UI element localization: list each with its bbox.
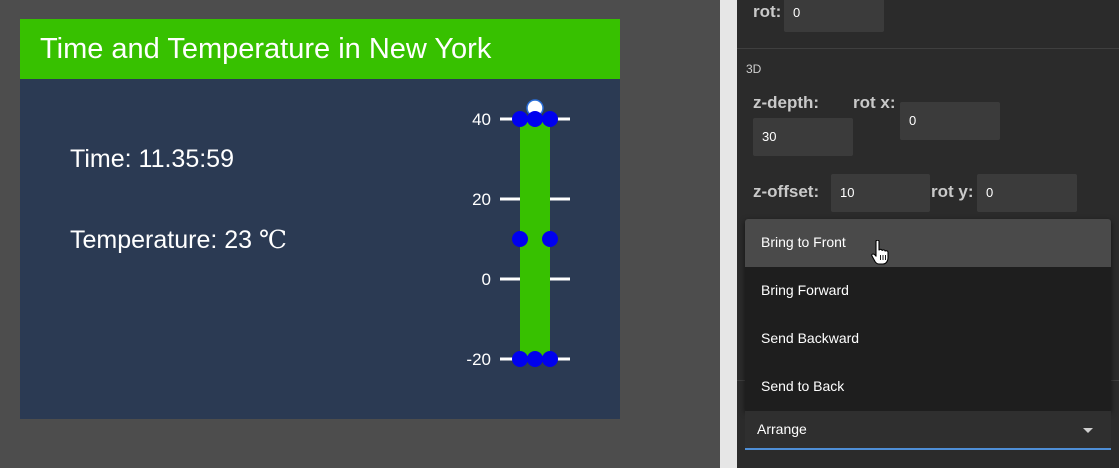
- z-depth-label: z-depth:: [753, 93, 820, 112]
- arrange-menu: Bring to Front Bring Forward Send Backwa…: [745, 219, 1111, 411]
- hand-pointer-icon: [871, 240, 889, 265]
- temperature-display: Temperature: 23 ℃: [70, 225, 287, 255]
- section-3d-title: 3D: [746, 62, 762, 76]
- z-offset-label: z-offset:: [753, 182, 820, 201]
- resize-handle-bottom-left[interactable]: [512, 351, 528, 367]
- panel-divider[interactable]: [720, 0, 737, 468]
- resize-handle-top-right[interactable]: [542, 111, 558, 127]
- chevron-down-icon: [1083, 428, 1093, 433]
- time-label: Time:: [70, 145, 132, 173]
- gauge-tick-label: 40: [472, 110, 491, 129]
- thermometer-gauge[interactable]: 40 20 0 -20: [460, 79, 620, 419]
- arrange-select[interactable]: Arrange: [745, 411, 1111, 450]
- menu-item-send-to-back[interactable]: Send to Back: [761, 378, 845, 394]
- gauge-tick-label: -20: [466, 350, 491, 369]
- menu-item-send-backward[interactable]: Send Backward: [761, 330, 860, 346]
- gauge-tick-label: 20: [472, 190, 491, 209]
- resize-handle-bottom-right[interactable]: [542, 351, 558, 367]
- widget-title: Time and Temperature in New York: [20, 19, 620, 79]
- temperature-value: 23: [224, 226, 253, 254]
- z-depth-input[interactable]: 30: [753, 118, 853, 156]
- time-display: Time: 11.35:59: [70, 145, 234, 174]
- resize-handle-bottom[interactable]: [527, 351, 543, 367]
- arrange-select-value: Arrange: [757, 421, 807, 437]
- rot-label: rot:: [753, 2, 782, 21]
- rot-x-input[interactable]: 0: [900, 102, 1000, 140]
- resize-handle-right[interactable]: [542, 231, 558, 247]
- z-offset-input[interactable]: 10: [831, 174, 930, 212]
- menu-item-bring-to-front[interactable]: Bring to Front: [745, 219, 1111, 267]
- rot-x-label: rot x:: [853, 93, 896, 112]
- rot-y-label: rot y:: [931, 182, 974, 201]
- gauge-tick-label: 0: [482, 270, 491, 289]
- section-divider: [737, 48, 1119, 49]
- resize-handle-top[interactable]: [527, 111, 543, 127]
- temperature-label: Temperature:: [70, 226, 218, 254]
- rot-input[interactable]: 0: [784, 0, 884, 32]
- resize-handle-top-left[interactable]: [512, 111, 528, 127]
- menu-item-bring-forward[interactable]: Bring Forward: [761, 282, 849, 298]
- resize-handle-left[interactable]: [512, 231, 528, 247]
- rot-y-input[interactable]: 0: [977, 174, 1077, 212]
- weather-widget-card[interactable]: Time and Temperature in New York Time: 1…: [20, 19, 620, 419]
- time-value: 11.35:59: [138, 145, 234, 173]
- temperature-unit: ℃: [259, 225, 287, 254]
- design-canvas: Time and Temperature in New York Time: 1…: [20, 19, 620, 419]
